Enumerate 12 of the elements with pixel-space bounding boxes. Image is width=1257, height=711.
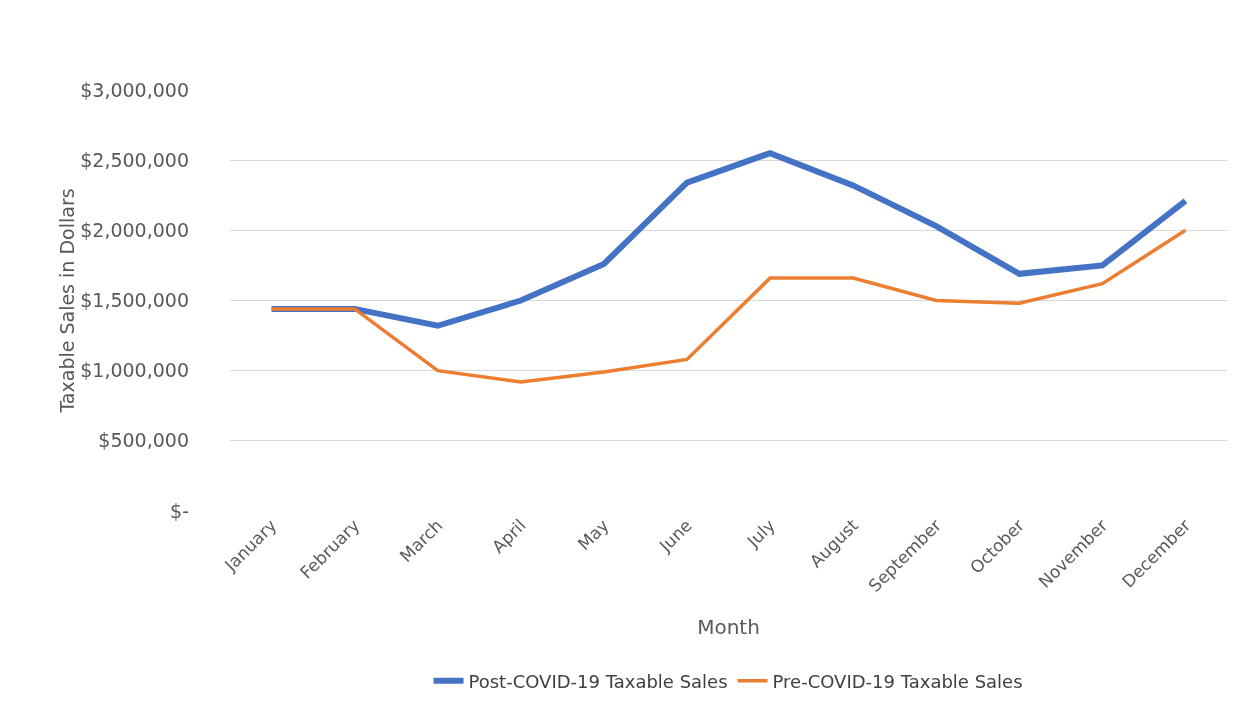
y-tick-label: $1,500,000 <box>80 289 189 312</box>
x-axis-title: Month <box>697 615 760 640</box>
y-tick-label: $- <box>170 499 189 522</box>
y-tick-label: $2,500,000 <box>80 148 189 171</box>
line-series <box>269 228 1188 384</box>
y-tick-label: $3,000,000 <box>80 78 189 101</box>
y-tick-label: $500,000 <box>98 429 189 452</box>
legend-label: Post-COVID-19 Taxable Sales <box>468 670 728 692</box>
y-tick-label: $2,000,000 <box>80 218 189 241</box>
legend-label: Pre-COVID-19 Taxable Sales <box>772 670 1023 692</box>
y-tick-label: $1,000,000 <box>80 359 189 382</box>
y-axis-title: Taxable Sales in Dollars <box>56 188 79 414</box>
